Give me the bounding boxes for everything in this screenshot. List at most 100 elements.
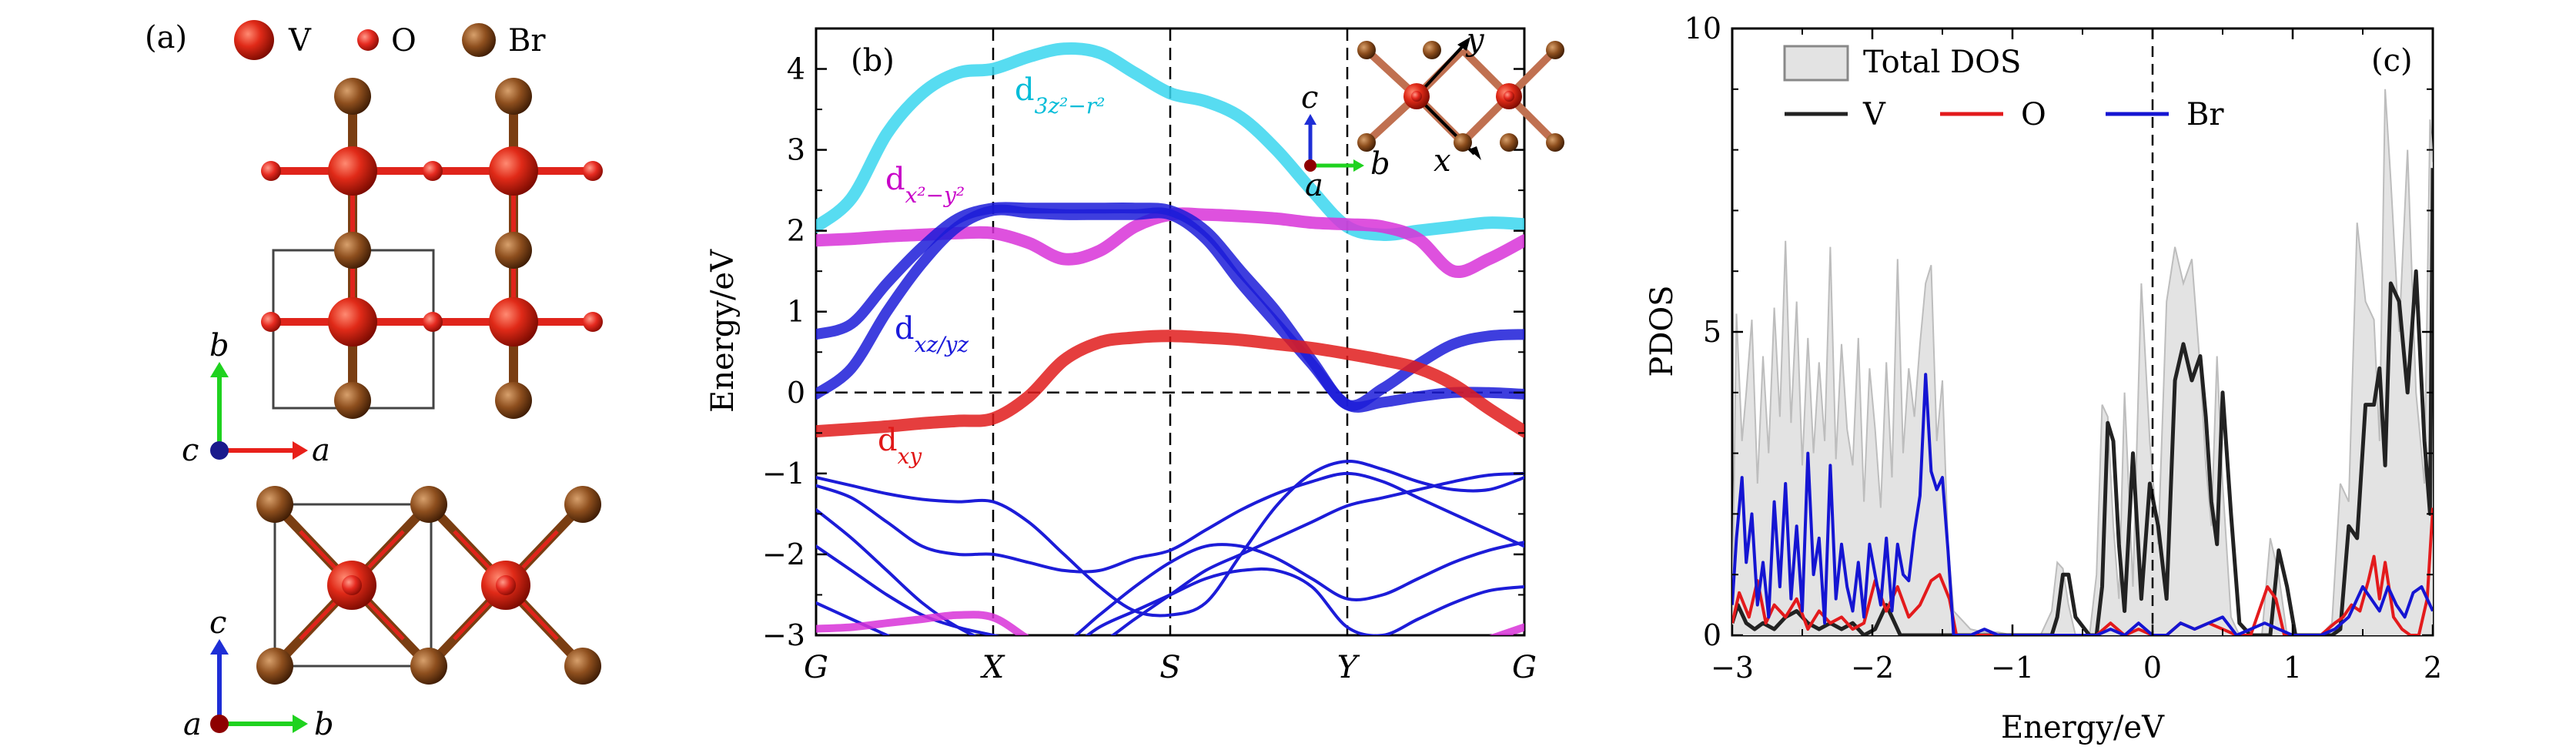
- kpoint-label: X: [980, 650, 1005, 685]
- ytick-label: 4: [787, 52, 805, 86]
- band-axis-ticks: −3 −2 −1 0 1 2 3 4 G X S Y G: [762, 28, 1537, 685]
- xtick-label: 1: [2283, 651, 2302, 685]
- br-atom: [1546, 41, 1564, 59]
- total-dos-fill: [1732, 89, 2433, 635]
- side-unit-cell: [273, 503, 433, 668]
- ytick-label: 10: [1684, 12, 1721, 45]
- legend-br-label: Br: [508, 23, 546, 59]
- ytick-label: 1: [787, 295, 805, 329]
- br-atom: [495, 382, 532, 419]
- band-lines: [816, 42, 1524, 635]
- ytick-label: 5: [1703, 315, 1721, 349]
- total-dos-outline: [1732, 89, 2433, 635]
- o-atom: [583, 312, 603, 332]
- br-atom: [1546, 133, 1564, 152]
- panel-a-structure: (a) V O Br: [145, 20, 603, 742]
- band-magenta-low: [816, 611, 1524, 635]
- panel-c-pdos: −3 −2 −1 0 1 2 0 5 10 (c) Energy/eV PDOS Total D…: [1644, 12, 2442, 745]
- o-atom: [496, 575, 516, 595]
- inset-x-label: x: [1434, 143, 1451, 179]
- band-guides: [816, 28, 1524, 635]
- ytick-label: 0: [1703, 618, 1721, 652]
- legend-o-sphere: [357, 29, 379, 51]
- band-valence-4: [816, 508, 1524, 635]
- o-atom: [1504, 91, 1514, 102]
- label-dxy: dxy: [878, 423, 922, 469]
- br-atom: [495, 232, 532, 269]
- br-atom: [1500, 133, 1518, 152]
- legend-br-label: Br: [2186, 97, 2224, 132]
- axis-b-label: b: [314, 707, 334, 742]
- legend-o-label: O: [391, 23, 417, 59]
- br-atom: [334, 78, 371, 115]
- axis-c-label: c: [209, 605, 226, 641]
- legend-v-sphere: [234, 20, 274, 60]
- panel-c-label: (c): [2371, 43, 2413, 79]
- axis-b-arrowhead: [293, 715, 308, 733]
- axis-a-label: a: [312, 433, 330, 468]
- xtick-label: 0: [2143, 651, 2162, 685]
- o-atom: [261, 312, 281, 332]
- axis-a-arrowhead: [293, 441, 308, 460]
- ytick-label: 0: [787, 376, 805, 410]
- axis-a-dot: [210, 715, 229, 733]
- panel-b-band-structure: −3 −2 −1 0 1 2 3 4 G X S Y G (b) Energy/eV d3z²−r² d…: [705, 22, 1564, 685]
- kpoint-label: G: [804, 650, 828, 685]
- axis-b-arrowhead: [210, 362, 229, 377]
- br-atom: [1357, 133, 1376, 152]
- label-dxzyz: dxz/yz: [895, 311, 969, 357]
- inset-c-label: c: [1301, 80, 1318, 116]
- axis-b-label: b: [209, 328, 229, 363]
- top-axes-indicator: b a c: [182, 328, 330, 468]
- o-atom: [1411, 91, 1422, 102]
- kpoint-label: S: [1159, 650, 1180, 685]
- panel-b-label: (b): [851, 43, 895, 79]
- v-atom: [328, 297, 377, 347]
- pdos-xlabel: Energy/eV: [2001, 710, 2165, 745]
- axis-a-label: a: [183, 707, 202, 742]
- ytick-label: 2: [787, 214, 805, 248]
- br-atom: [256, 648, 293, 685]
- br-atom: [1423, 41, 1441, 59]
- band-dxz/yz-2: [816, 204, 1524, 413]
- o-atom: [583, 161, 603, 181]
- ytick-label: −3: [762, 618, 805, 652]
- legend-br-sphere: [462, 23, 496, 57]
- legend-total-swatch: [1783, 45, 1849, 82]
- pdos-lines: [1732, 168, 2433, 635]
- band-dxy: [816, 330, 1524, 438]
- br-atom: [1454, 133, 1472, 152]
- legend-o-label: O: [2021, 97, 2046, 132]
- inset-structure: y x c b a: [1301, 22, 1564, 203]
- xtick-label: −2: [1851, 651, 1894, 685]
- inset-b-label: b: [1370, 146, 1390, 182]
- pdos-legend: Total DOS V O Br: [1783, 45, 2224, 132]
- br-atom: [495, 78, 532, 115]
- v-atom: [489, 297, 538, 347]
- br-atom: [410, 486, 447, 523]
- br-atom: [334, 232, 371, 269]
- v-atom: [489, 146, 538, 196]
- legend-v-label: V: [288, 23, 312, 59]
- pdos-total-area: [1732, 89, 2433, 635]
- band-valence-1: [816, 460, 1524, 618]
- axis-c-label: c: [182, 433, 199, 468]
- pdos-ylabel: PDOS: [1644, 285, 1680, 377]
- band-valence-5: [816, 567, 1524, 635]
- ytick-label: −1: [762, 457, 805, 491]
- br-atom: [410, 648, 447, 685]
- inset-a-label: a: [1305, 168, 1323, 203]
- pdos-line-o: [1732, 507, 2433, 635]
- legend-total-label: Total DOS: [1863, 45, 2021, 80]
- pdos-axis-ticks: −3 −2 −1 0 1 2 0 5 10: [1684, 12, 2442, 685]
- br-atom: [1357, 41, 1376, 59]
- o-atom: [342, 575, 362, 595]
- kpoint-label: G: [1512, 650, 1537, 685]
- label-d3z2: d3z²−r²: [1015, 72, 1105, 119]
- panel-a-label: (a): [145, 20, 187, 55]
- pdos-line-br: [1732, 373, 2433, 635]
- br-atom: [334, 382, 371, 419]
- br-atom: [564, 486, 601, 523]
- top-view-structure: [261, 78, 603, 419]
